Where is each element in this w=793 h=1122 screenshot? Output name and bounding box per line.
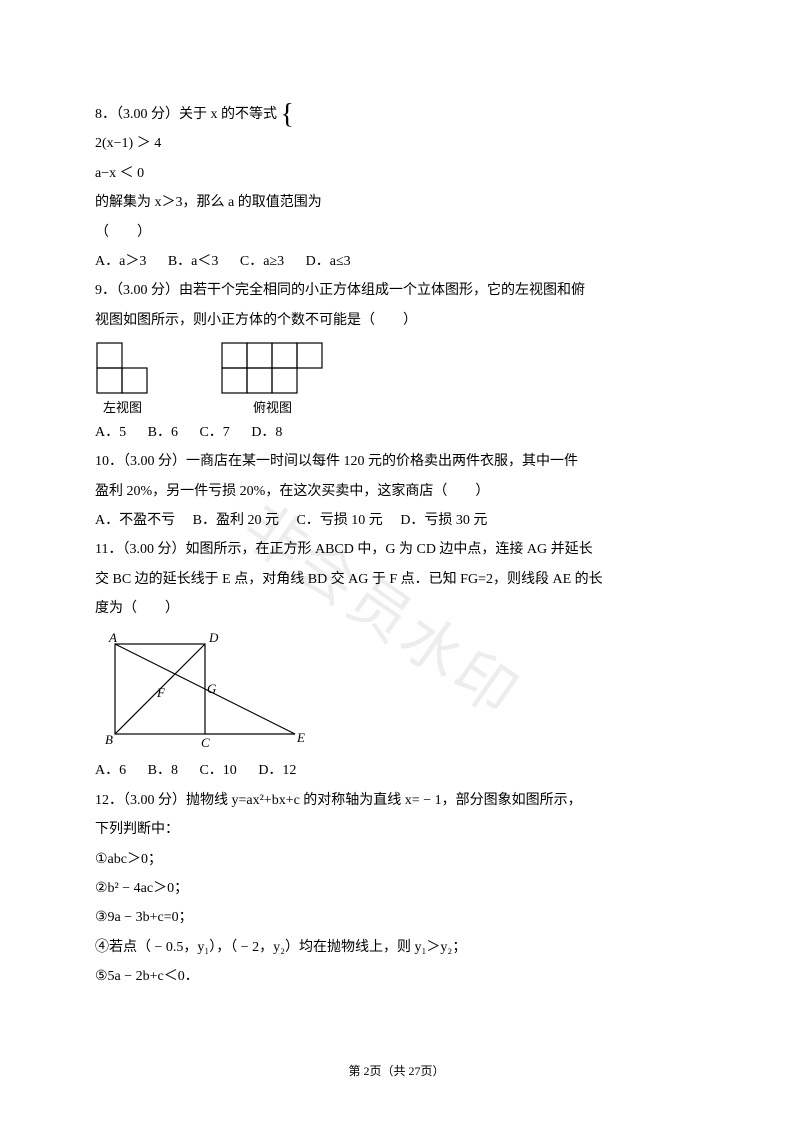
q9-optA: A．5 xyxy=(95,425,126,440)
q8-prefix: 8．（3.00 分）关于 x 的不等式 xyxy=(95,107,277,122)
q11-options: A．6 B．8 C．10 D．12 xyxy=(95,756,698,785)
left-view-figure xyxy=(95,341,150,396)
q12-s4: ④若点（ − 0.5，y₁），（ − 2，y₂）均在抛物线上，则 y₁＞y₂； xyxy=(95,933,698,962)
q8-optB: B．a＜3 xyxy=(168,254,219,269)
q11-figure: A D B C E G F xyxy=(95,629,320,754)
page-footer: 第 2页（共 27页） xyxy=(0,1059,793,1084)
q10-optB: B．盈利 20 元 xyxy=(193,513,279,528)
q8-optA: A．a＞3 xyxy=(95,254,146,269)
q9-optC: C．7 xyxy=(199,425,229,440)
q12-line2: 下列判断中： xyxy=(95,815,698,844)
q11-optA: A．6 xyxy=(95,763,126,778)
label-A: A xyxy=(108,630,117,645)
q12-line1: 12．（3.00 分）抛物线 y=ax²+bx+c 的对称轴为直线 x= − 1… xyxy=(95,786,698,815)
label-G: G xyxy=(207,681,217,696)
q12-s5: ⑤5a − 2b+c＜0． xyxy=(95,962,698,991)
q11-line3: 度为（ ） xyxy=(95,594,698,623)
q10-optD: D．亏损 30 元 xyxy=(400,513,487,528)
q11-optC: C．10 xyxy=(199,763,236,778)
q8-optD: D．a≤3 xyxy=(306,254,351,269)
q11-optD: D．12 xyxy=(258,763,296,778)
q12-s3: ③9a − 3b+c=0； xyxy=(95,903,698,932)
label-E: E xyxy=(296,730,305,745)
q9-figures: 左视图 俯视图 xyxy=(95,341,698,416)
top-view-figure xyxy=(220,341,325,396)
q8-line1: 8．（3.00 分）关于 x 的不等式 { xyxy=(95,100,698,129)
q8-paren: （ ） xyxy=(95,218,698,247)
q8-sys1: 2(x−1) ＞ 4 xyxy=(95,129,698,158)
q8-sys2: a−x ＜ 0 xyxy=(95,159,698,188)
q11-optB: B．8 xyxy=(148,763,178,778)
top-view-caption: 俯视图 xyxy=(220,400,325,416)
q9-optD: D．8 xyxy=(251,425,282,440)
left-view-caption: 左视图 xyxy=(95,400,150,416)
q11-line2: 交 BC 边的延长线于 E 点，对角线 BD 交 AG 于 F 点．已知 FG=… xyxy=(95,565,698,594)
q8-options: A．a＞3 B．a＜3 C．a≥3 D．a≤3 xyxy=(95,247,698,276)
page-content: 8．（3.00 分）关于 x 的不等式 { 2(x−1) ＞ 4 a−x ＜ 0… xyxy=(95,100,698,992)
q12-s2: ②b² − 4ac＞0； xyxy=(95,874,698,903)
q10-line1: 10．（3.00 分）一商店在某一时间以每件 120 元的价格卖出两件衣服，其中… xyxy=(95,447,698,476)
q8-optC: C．a≥3 xyxy=(240,254,284,269)
q8-suffix: 的解集为 x＞3，那么 a 的取值范围为 xyxy=(95,195,322,210)
q10-optA: A．不盈不亏 xyxy=(95,513,175,528)
label-D: D xyxy=(208,630,219,645)
q9-line1: 9．（3.00 分）由若干个完全相同的小正方体组成一个立体图形，它的左视图和俯 xyxy=(95,276,698,305)
q9-line2: 视图如图所示，则小正方体的个数不可能是（ ） xyxy=(95,306,698,335)
q9-options: A．5 B．6 C．7 D．8 xyxy=(95,418,698,447)
label-B: B xyxy=(105,732,113,747)
label-C: C xyxy=(201,735,210,750)
q12-s1: ①abc＞0； xyxy=(95,845,698,874)
q10-optC: C．亏损 10 元 xyxy=(296,513,382,528)
q9-optB: B．6 xyxy=(148,425,178,440)
q10-options: A．不盈不亏 B．盈利 20 元 C．亏损 10 元 D．亏损 30 元 xyxy=(95,506,698,535)
q11-line1: 11．（3.00 分）如图所示，在正方形 ABCD 中，G 为 CD 边中点，连… xyxy=(95,535,698,564)
label-F: F xyxy=(156,685,166,700)
brace-icon: { xyxy=(281,101,294,129)
q10-line2: 盈利 20%，另一件亏损 20%，在这次买卖中，这家商店（ ） xyxy=(95,477,698,506)
